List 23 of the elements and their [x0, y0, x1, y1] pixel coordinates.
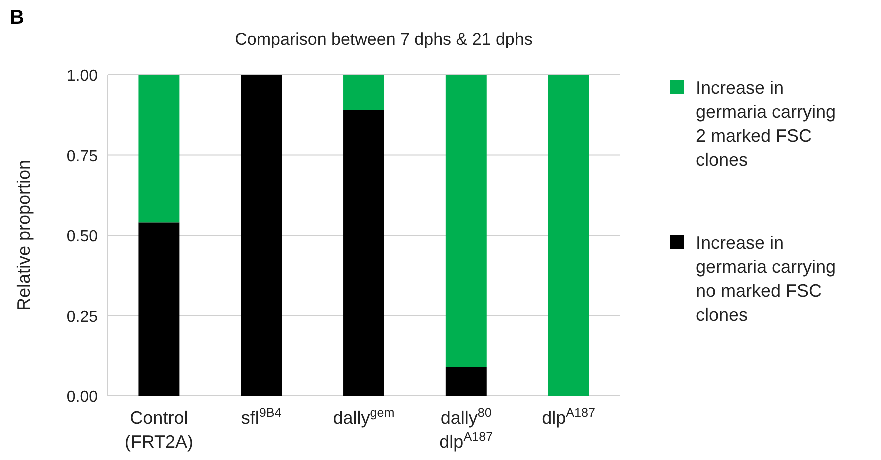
x-tick-label: dally$^{gem}$ — [333, 406, 395, 428]
bar — [446, 75, 487, 368]
bar — [446, 367, 487, 396]
y-tick-label: 0.50 — [66, 228, 98, 246]
bar — [138, 75, 180, 223]
bar — [241, 75, 282, 396]
category-label: dally$^{80}$ dlp$^{A187}$ — [440, 406, 494, 452]
y-tick-label: 0.25 — [66, 308, 98, 326]
bar — [344, 75, 384, 110]
y-tick-label: 0.75 — [66, 148, 98, 166]
bar — [138, 222, 180, 396]
chart-title: Comparison between 7 dphs & 21 dphs — [235, 30, 533, 49]
x-tick-label: dlp$^{A187}$ — [542, 406, 596, 428]
bar — [548, 75, 590, 396]
legend-label: Increase in germaria carrying no marked FSC clones — [696, 233, 836, 325]
bar — [344, 110, 384, 396]
text: B — [10, 7, 24, 29]
y-axis-title: Relative proportion — [14, 160, 34, 312]
x-tick-label: sfl$^{9B4}$ — [241, 406, 282, 428]
y-tick-label: 0.00 — [66, 389, 98, 406]
y-tick-label: 1.00 — [66, 68, 98, 85]
legend-label: Increase in germaria carrying 2 marked FSC clones — [696, 78, 836, 170]
x-tick-label: Control (FRT2A) — [124, 408, 194, 452]
